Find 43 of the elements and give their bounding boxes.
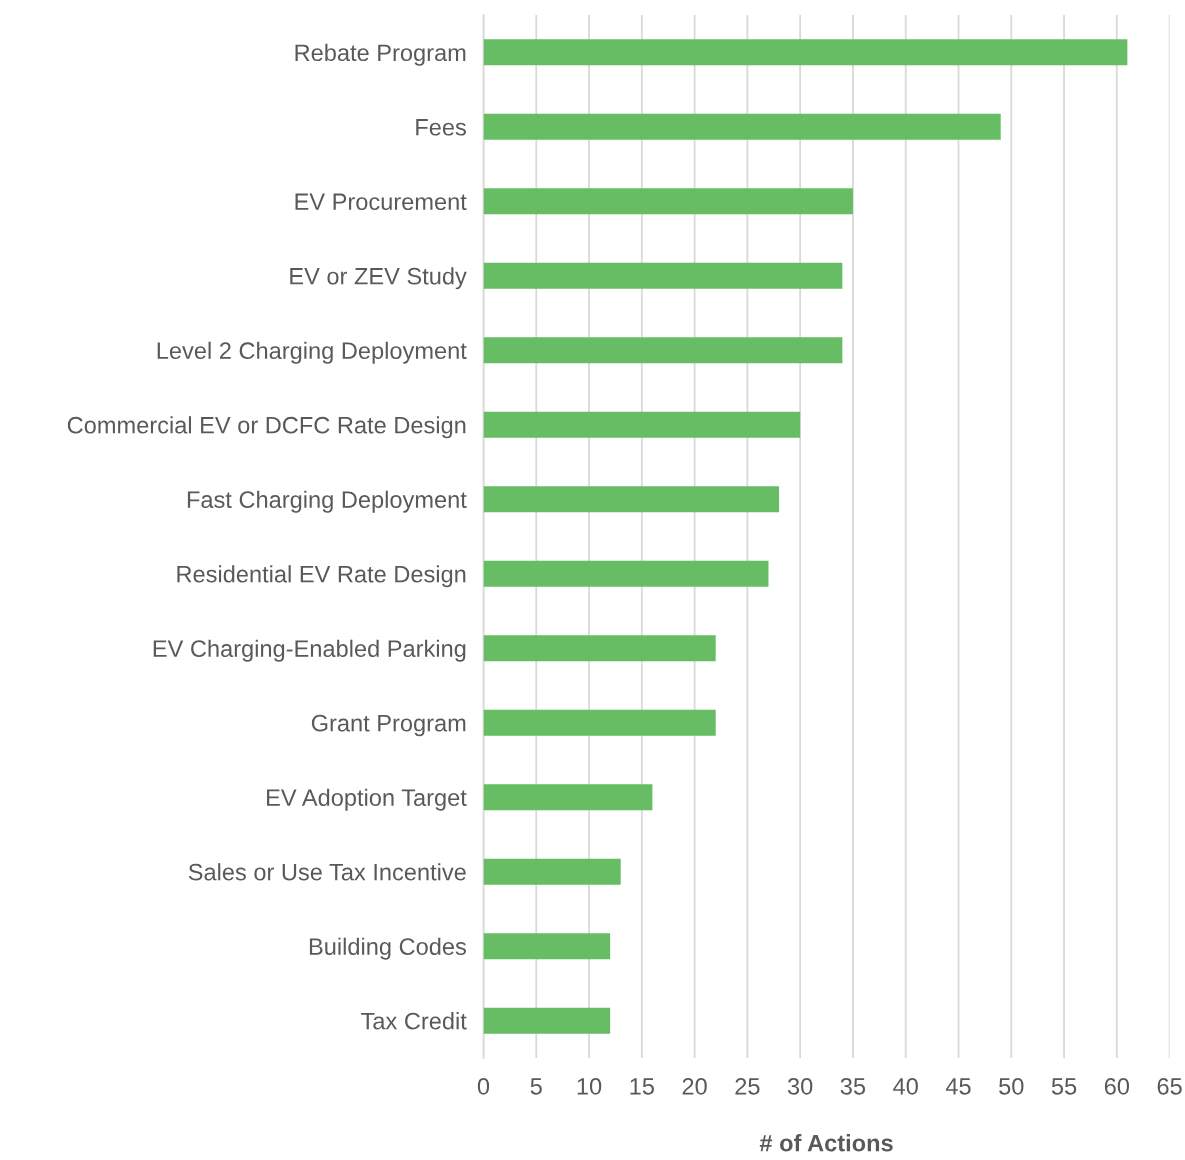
- x-tick-label: 25: [735, 1077, 760, 1095]
- bar: [483, 337, 843, 364]
- bar: [483, 262, 843, 289]
- y-tick-label: Sales or Use Tax Incentive: [188, 863, 466, 881]
- y-tick-label: Grant Program: [311, 714, 466, 737]
- bar: [483, 411, 801, 438]
- y-tick-label: Commercial EV or DCFC Rate Design: [67, 416, 466, 439]
- x-tick-label: 55: [1051, 1078, 1077, 1095]
- y-tick-label: Building Codes: [309, 937, 466, 960]
- bar: [483, 486, 780, 513]
- x-tick-label: 5: [530, 1078, 542, 1095]
- x-tick-label: 10: [577, 1077, 602, 1095]
- bar: [483, 858, 621, 885]
- y-tick-label: EV or ZEV Study: [290, 267, 467, 290]
- x-axis-title: # of Actions: [759, 1134, 893, 1152]
- x-tick-label: 60: [1104, 1077, 1130, 1095]
- bar: [483, 933, 611, 960]
- bar: [483, 1007, 611, 1034]
- bar: [483, 784, 653, 811]
- x-tick-label: 15: [630, 1078, 654, 1095]
- bar: [483, 188, 853, 215]
- x-tick-label: 40: [893, 1077, 918, 1095]
- bar: [483, 635, 716, 662]
- y-tick-label: EV Adoption Target: [267, 788, 467, 811]
- y-tick-label: Fees: [416, 119, 466, 136]
- x-tick-label: 50: [999, 1077, 1024, 1095]
- y-tick-label: Residential EV Rate Design: [177, 565, 466, 588]
- y-tick-label: EV Procurement: [295, 193, 467, 211]
- x-tick-label: 30: [787, 1077, 813, 1095]
- bar: [483, 113, 1001, 140]
- y-tick-label: Tax Credit: [361, 1012, 467, 1030]
- x-tick-label: 20: [682, 1077, 707, 1095]
- y-tick-label: EV Charging-Enabled Parking: [153, 639, 466, 662]
- x-tick-label: 45: [945, 1078, 971, 1095]
- x-tick-label: 65: [1157, 1077, 1182, 1095]
- x-tick-label: 35: [840, 1077, 866, 1095]
- y-tick-label: Fast Charging Deployment: [187, 490, 467, 513]
- bar: [483, 560, 769, 587]
- bar: [483, 709, 716, 736]
- bar: [483, 39, 1128, 66]
- y-tick-label: Rebate Program: [295, 43, 466, 66]
- y-tick-label: Level 2 Charging Deployment: [157, 341, 467, 364]
- x-tick-label: 0: [477, 1077, 490, 1095]
